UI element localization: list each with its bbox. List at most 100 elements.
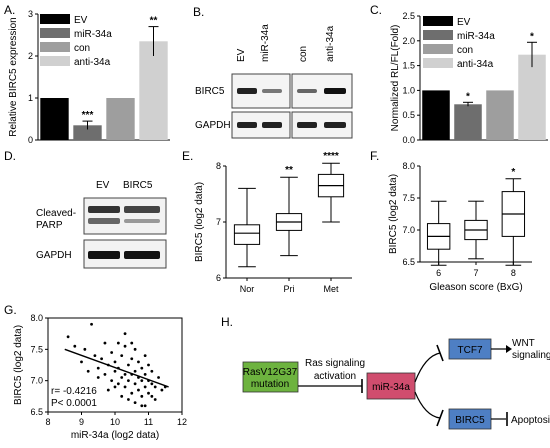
scatter-point <box>153 385 157 389</box>
scatter-point <box>73 344 77 348</box>
scatter-point <box>66 335 70 339</box>
blot-d-band <box>88 251 120 259</box>
scatter-point <box>123 385 127 389</box>
scatter-point <box>130 391 134 395</box>
scatter-point <box>140 394 144 398</box>
blot-b-lane-mir34a: miR-34a <box>260 24 271 62</box>
bar-con <box>486 90 514 140</box>
blot-d-panel-top <box>83 197 167 235</box>
ras-box-line2: mutation <box>251 379 289 390</box>
annotation-p: P< 0.0001 <box>51 398 97 409</box>
blot-b-lane-anti34a: anti-34a <box>325 25 336 62</box>
scatter-point <box>130 341 134 345</box>
scatter-point <box>123 332 127 336</box>
scatter-point <box>106 388 110 392</box>
x-tick-label: 9 <box>79 417 84 427</box>
mir-tcf7-inhibit <box>414 352 441 383</box>
y-tick-label: 7 <box>216 217 221 227</box>
legend-label-ev: EV <box>457 17 471 28</box>
panel-label-f: F. <box>370 149 379 163</box>
significance-marker: ** <box>150 16 158 27</box>
blot-d-band <box>124 219 160 223</box>
ras-box-line1: RasV12G37 <box>243 367 298 378</box>
pathway-diagram: RasV12G37 mutation Ras signaling activat… <box>242 338 550 430</box>
scatter-point <box>153 398 157 401</box>
y-tick-label: 7.5 <box>402 193 415 203</box>
x-tick-label: 10 <box>110 417 120 427</box>
significance-marker: * <box>466 91 470 102</box>
blot-d-band <box>88 206 120 213</box>
blot-d-row-parp: PARP <box>36 220 63 231</box>
y-tick-label: 1 <box>28 93 33 103</box>
scatter-point <box>143 354 147 357</box>
legend-label-ev: EV <box>74 15 88 26</box>
scatter-point <box>133 347 137 351</box>
panel-label-b: B. <box>193 5 204 19</box>
significance-marker: * <box>511 167 515 178</box>
significance-marker: ** <box>285 165 293 176</box>
y-tick-label: 2.0 <box>402 36 415 46</box>
y-tick-label: 1.0 <box>402 85 415 95</box>
scatter-point <box>103 373 107 376</box>
blot-d-lane-birc5: BIRC5 <box>123 180 153 191</box>
ras-mutation-box <box>242 361 299 393</box>
panel-label-d: D. <box>4 149 16 163</box>
scatter-point <box>147 391 150 395</box>
blot-d-band <box>88 218 120 224</box>
scatter-point <box>140 379 144 383</box>
blot-b-band <box>297 122 317 128</box>
scatter-point <box>86 369 90 373</box>
blot-b-band <box>262 122 282 128</box>
significance-marker: *** <box>82 110 94 121</box>
mir-birc5-bar <box>436 409 444 427</box>
blot-d-band <box>124 206 160 213</box>
scatter-point <box>143 385 147 389</box>
scatter-point <box>147 363 150 367</box>
scatter-point <box>93 354 97 357</box>
bar-mir-34a <box>73 125 102 140</box>
scatter-point <box>140 366 144 370</box>
scatter-point <box>96 366 100 370</box>
scatter-point <box>113 369 117 373</box>
scatter-point <box>120 394 124 398</box>
scatter-point <box>150 382 154 386</box>
y-tick-label: 7.0 <box>30 376 43 386</box>
significance-marker: * <box>530 31 534 42</box>
legend-label-mir-34a: miR-34a <box>457 31 495 42</box>
tcf7-arrow-head <box>506 345 512 353</box>
scatter-point <box>96 376 100 379</box>
wnt-line1: WNT <box>512 338 535 349</box>
apoptosis-label: Apoptosis <box>511 415 550 426</box>
scatter-point <box>137 360 140 364</box>
legend-swatch-mir-34a <box>423 30 453 40</box>
scatter-point <box>133 369 137 373</box>
y-tick-label: 2.5 <box>402 11 415 21</box>
ras-signaling-line1: Ras signaling <box>305 358 365 369</box>
scatter-point <box>143 404 147 408</box>
significance-marker: **** <box>323 151 339 162</box>
mir-birc5-inhibit <box>414 391 441 419</box>
y-tick-label: 0.0 <box>402 135 415 145</box>
panel-label-c: C. <box>370 3 382 17</box>
bar-mir-34a <box>454 104 482 140</box>
y-tick-label: 8 <box>216 161 221 171</box>
legend-swatch-con <box>423 44 453 54</box>
blot-d-row-cleaved: Cleaved- <box>36 208 76 219</box>
chart-c: 0.0 0.5 1.0 1.5 2.0 2.5 * * Normalized RL/FL(Fol… <box>390 11 548 145</box>
blot-d: EV BIRC5 Cleaved- PARP GAPDH <box>36 180 167 269</box>
x-tick-label: 7 <box>473 268 478 278</box>
bar-con <box>106 98 135 140</box>
scatter-point <box>116 341 120 345</box>
scatter-point <box>130 357 134 361</box>
y-tick-label: 7.0 <box>402 225 415 235</box>
legend-label-con: con <box>457 45 473 56</box>
x-tick-label: 8 <box>45 417 50 427</box>
x-tick-label: 8 <box>511 268 516 278</box>
y-tick-label: 8.0 <box>30 313 43 323</box>
birc5-box-label: BIRC5 <box>455 415 485 426</box>
y-tick-label: 7.5 <box>30 344 43 354</box>
scatter-point <box>116 382 120 386</box>
blot-b-band <box>237 122 257 128</box>
